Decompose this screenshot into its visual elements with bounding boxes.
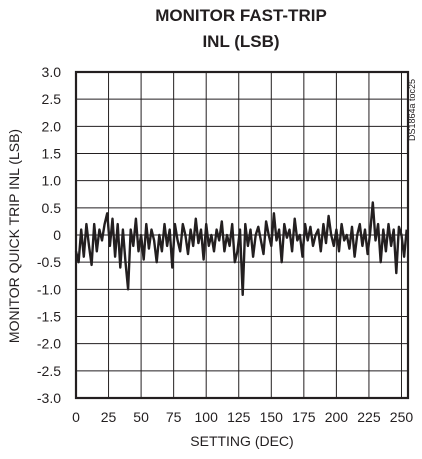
y-tick-label: -1.5 (37, 309, 61, 325)
x-tick-label: 250 (390, 409, 414, 425)
x-axis-label: SETTING (DEC) (190, 433, 293, 449)
x-tick-label: 200 (325, 409, 349, 425)
x-tick-labels: 0 25 50 75 100 125 150 175 200 225 250 (72, 409, 413, 425)
y-tick-label: -2.0 (37, 336, 61, 352)
y-tick-label: -1.0 (37, 281, 61, 297)
x-tick-label: 150 (260, 409, 284, 425)
y-tick-label: -0.5 (37, 254, 61, 270)
series-line-0 (74, 201, 408, 296)
y-tick-label: 1.0 (42, 173, 62, 189)
y-tick-label: -2.5 (37, 363, 61, 379)
y-axis-label: MONITOR QUICK TRIP INL (LSB) (6, 129, 22, 343)
x-tick-label: 125 (227, 409, 251, 425)
y-tick-label: 3.0 (42, 64, 62, 80)
x-tick-label: 0 (72, 409, 80, 425)
y-tick-label: 0 (53, 227, 61, 243)
x-tick-label: 175 (292, 409, 316, 425)
series-layer (74, 201, 408, 296)
x-tick-label: 100 (195, 409, 219, 425)
y-tick-label: 1.5 (42, 146, 62, 162)
document-code-label: DS1864a toc25 (407, 79, 417, 141)
x-tick-label: 225 (357, 409, 381, 425)
y-tick-label: 0.5 (42, 200, 62, 216)
x-tick-label: 25 (101, 409, 117, 425)
y-tick-labels: 3.0 2.5 2.0 1.5 1.0 0.5 0 -0.5 -1.0 -1.5 -2.0 -2.5 -… (37, 64, 61, 406)
y-tick-label: 2.5 (42, 91, 62, 107)
x-tick-label: 50 (133, 409, 149, 425)
x-tick-label: 75 (166, 409, 182, 425)
y-tick-label: 2.0 (42, 118, 62, 134)
chart-title-line-1: MONITOR FAST-TRIP (155, 6, 327, 25)
chart-title-line-2: INL (LSB) (202, 32, 279, 51)
plot-frame (74, 70, 410, 400)
y-tick-label: -3.0 (37, 390, 61, 406)
